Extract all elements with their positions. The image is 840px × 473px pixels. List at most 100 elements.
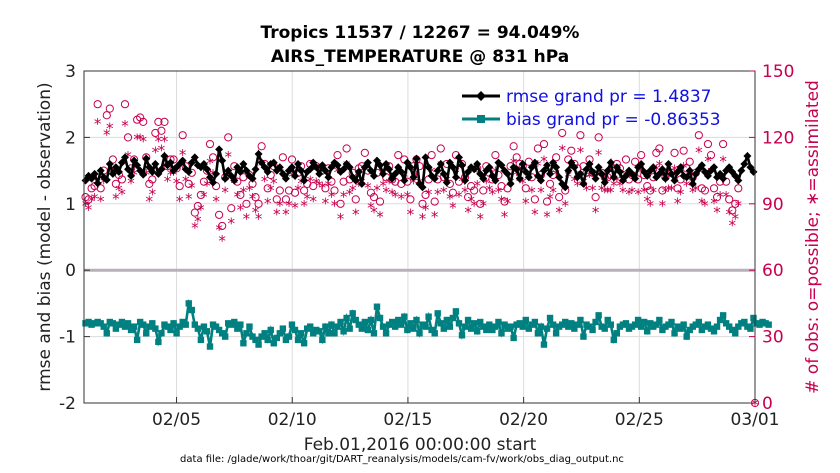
bias-point	[495, 318, 502, 326]
rmse-point	[424, 163, 433, 172]
obs-assimilated-point: *	[595, 146, 603, 164]
obs-possible-point	[436, 144, 445, 153]
obs-assimilated-point: *	[455, 188, 463, 206]
obs-assimilated-point: *	[164, 172, 172, 190]
bias-point	[322, 323, 329, 330]
obs-assimilated-point: *	[191, 219, 199, 237]
rmse-point	[506, 179, 515, 188]
bias-point	[677, 325, 684, 332]
rmse-point	[124, 165, 133, 174]
obs-possible-point	[199, 177, 209, 186]
rmse-point	[667, 169, 676, 178]
rmse-point	[376, 161, 385, 170]
bias-point	[492, 323, 499, 330]
bias-point	[601, 325, 608, 332]
rmse-point	[306, 165, 315, 174]
bias-point	[352, 316, 359, 324]
rmse-point	[366, 166, 375, 175]
obs-possible-point	[369, 193, 379, 202]
rmse-point	[139, 170, 148, 179]
obs-possible-point	[281, 195, 291, 204]
obs-possible-point	[117, 175, 127, 184]
rmse-point	[275, 163, 284, 172]
bias-point	[291, 326, 299, 334]
obs-possible-point	[673, 184, 682, 193]
rmse-point	[269, 158, 278, 167]
obs-assimilated-point: *	[656, 157, 664, 175]
rmse-point	[552, 163, 561, 172]
bias-point	[379, 323, 387, 330]
bias-point	[519, 323, 526, 330]
obs-assimilated-point: *	[112, 190, 120, 208]
rmse-point	[345, 163, 354, 172]
obs-assimilated-point: *	[425, 186, 433, 204]
bias-point	[297, 330, 305, 337]
obs-assimilated-point: *	[367, 199, 375, 217]
rmse-point	[594, 163, 603, 172]
obs-assimilated-point: *	[692, 181, 700, 199]
bias-point	[164, 323, 171, 330]
obs-possible-point	[321, 184, 330, 193]
bias-point	[534, 330, 542, 337]
bias-point	[237, 321, 244, 328]
bias-point	[540, 341, 548, 348]
bias-point	[458, 332, 466, 339]
legend-bias-marker	[477, 115, 485, 123]
bias-point	[425, 313, 432, 320]
obs-assimilated-point: *	[303, 190, 311, 208]
obs-possible-point	[567, 146, 576, 155]
obs-assimilated-point: *	[501, 208, 509, 226]
bias-point	[367, 316, 375, 324]
obs-assimilated-point: *	[650, 184, 658, 202]
bias-point	[634, 316, 642, 324]
bias-point	[574, 321, 581, 328]
rmse-point	[740, 159, 749, 168]
rmse-point	[512, 165, 521, 174]
rmse-point	[199, 159, 208, 168]
y-right-tick-label: 90	[762, 195, 784, 215]
rmse-point	[96, 166, 105, 175]
obs-assimilated-point: *	[473, 177, 481, 195]
obs-assimilated-point: *	[695, 144, 703, 162]
y-tick-label: 3	[65, 62, 76, 82]
rmse-point	[649, 163, 658, 172]
bias-point	[716, 316, 724, 324]
obs-possible-point	[287, 155, 297, 164]
bias-point	[592, 318, 599, 326]
obs-assimilated-point: *	[549, 184, 557, 202]
obs-assimilated-point: *	[446, 190, 454, 208]
bias-point	[255, 341, 262, 348]
obs-possible-point	[375, 197, 385, 206]
obs-assimilated-point: *	[577, 144, 585, 162]
bias-point	[647, 320, 654, 327]
bias-point	[149, 320, 156, 327]
rmse-point	[570, 163, 579, 172]
bias-point	[152, 325, 159, 332]
bias-point	[170, 320, 177, 327]
obs-assimilated-point: *	[728, 217, 736, 235]
obs-possible-point	[111, 179, 120, 188]
obs-assimilated-point: *	[188, 179, 196, 197]
x-tick-label: 03/01	[731, 410, 780, 430]
x-tick-label: 02/10	[268, 410, 317, 430]
rmse-point	[743, 151, 752, 160]
obs-possible-point	[224, 133, 233, 142]
rmse-point	[600, 178, 609, 187]
data-file-note: data file: /glade/work/thoar/git/DART_re…	[180, 454, 624, 465]
obs-assimilated-point: *	[379, 177, 387, 195]
obs-assimilated-point: *	[146, 192, 154, 210]
rmse-point	[312, 163, 321, 172]
obs-assimilated-point: *	[634, 186, 642, 204]
obs-assimilated-point: *	[391, 188, 399, 206]
obs-assimilated-point: *	[449, 199, 457, 217]
rmse-point	[719, 174, 728, 183]
bias-point	[568, 320, 575, 327]
rmse-point	[555, 173, 564, 182]
obs-possible-point	[576, 131, 585, 140]
obs-possible-point	[96, 184, 105, 193]
obs-assimilated-point: *	[561, 197, 569, 215]
bias-point	[404, 326, 411, 334]
chart-subtitle: AIRS_TEMPERATURE @ 831 hPa	[271, 47, 569, 67]
obs-assimilated-point: *	[710, 195, 718, 213]
obs-possible-point	[591, 193, 600, 202]
